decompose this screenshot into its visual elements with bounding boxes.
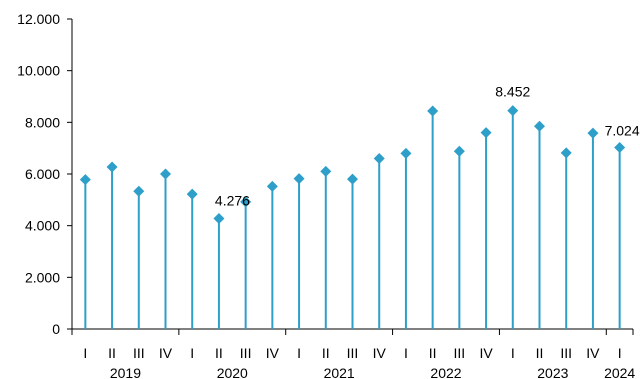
x-tick-label: I <box>297 345 301 361</box>
year-label: 2023 <box>537 365 568 379</box>
x-tick-label: I <box>190 345 194 361</box>
data-label: 4.276 <box>215 193 250 209</box>
x-tick-label: I <box>83 345 87 361</box>
chart-marks <box>79 105 626 329</box>
x-tick-label: III <box>454 345 466 361</box>
x-tick-label: I <box>618 345 622 361</box>
x-tick-label: II <box>429 345 437 361</box>
data-point-marker <box>587 127 599 139</box>
data-label: 8.452 <box>495 84 530 100</box>
x-tick-label: III <box>133 345 145 361</box>
x-tick-label: IV <box>373 345 387 361</box>
y-tick-label: 4.000 <box>25 218 60 234</box>
data-point-marker <box>480 127 492 139</box>
x-tick-label: II <box>108 345 116 361</box>
y-tick-label: 2.000 <box>25 269 60 285</box>
y-axis: 0 2.000 4.000 6.000 8.000 10.000 12.000 <box>17 11 73 337</box>
data-point-marker <box>186 188 198 200</box>
data-point-marker <box>400 147 412 159</box>
year-label: 2021 <box>324 365 355 379</box>
y-tick-label: 12.000 <box>17 11 60 27</box>
data-label: 7.024 <box>605 123 640 139</box>
data-point-marker <box>293 173 305 185</box>
year-label: 2022 <box>430 365 461 379</box>
year-label: 2020 <box>217 365 248 379</box>
x-tick-label: IV <box>266 345 280 361</box>
data-point-marker <box>106 161 118 173</box>
data-point-marker <box>133 185 145 197</box>
data-point-marker <box>79 174 91 186</box>
data-point-marker <box>373 153 385 164</box>
x-tick-label: IV <box>586 345 600 361</box>
data-point-marker <box>347 173 358 185</box>
y-tick-label: 10.000 <box>17 63 60 79</box>
data-point-marker <box>507 105 519 117</box>
x-tick-label: II <box>215 345 223 361</box>
data-point-marker <box>266 180 278 192</box>
x-tick-label: IV <box>159 345 173 361</box>
chart-annotations: 4.276 8.452 7.024 <box>215 84 640 209</box>
data-point-marker <box>614 142 626 154</box>
data-point-marker <box>453 145 465 157</box>
data-point-marker <box>427 105 439 117</box>
y-tick-label: 6.000 <box>25 166 60 182</box>
data-point-marker <box>160 168 171 180</box>
x-tick-label: II <box>322 345 330 361</box>
x-tick-label: I <box>511 345 515 361</box>
x-tick-label: IV <box>479 345 493 361</box>
year-label: 2019 <box>110 365 141 379</box>
x-tick-label: III <box>347 345 359 361</box>
year-label: 2024 <box>604 365 635 379</box>
data-point-marker <box>320 165 332 177</box>
x-tick-label: II <box>536 345 544 361</box>
data-point-marker <box>560 147 572 159</box>
data-point-marker <box>534 120 545 132</box>
data-point-marker <box>240 196 252 208</box>
x-tick-label: III <box>560 345 572 361</box>
y-tick-label: 0 <box>52 321 60 337</box>
y-tick-label: 8.000 <box>25 114 60 130</box>
x-tick-label: I <box>404 345 408 361</box>
data-point-marker <box>213 213 225 225</box>
x-tick-label: III <box>240 345 252 361</box>
